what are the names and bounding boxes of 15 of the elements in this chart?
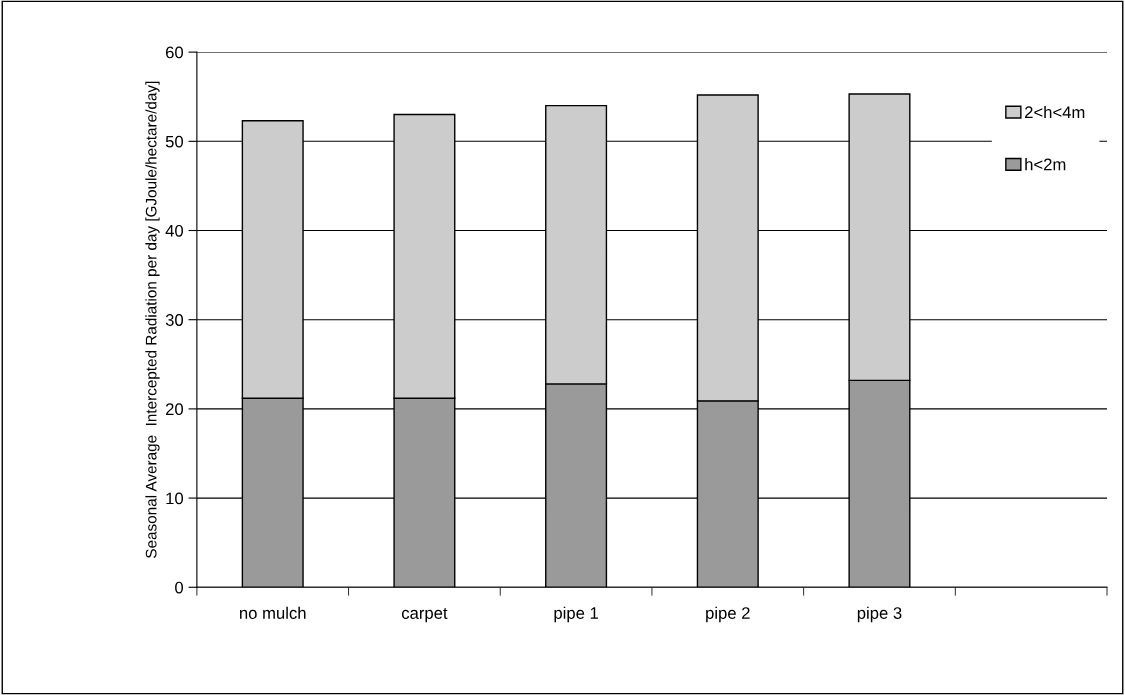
x-tick-label: pipe 3 (857, 606, 902, 623)
y-tick-label: 50 (165, 135, 184, 148)
x-tick-label: pipe 2 (706, 606, 750, 623)
x-tick-label: carpet (401, 608, 448, 623)
y-axis-title: Seasonal Average Intercepted Radiation per day [GJoule/hectare/day] (145, 81, 160, 558)
y-tick-label: 20 (165, 403, 184, 416)
x-tick-label: no mulch (240, 606, 306, 619)
y-tick-label: 30 (165, 314, 184, 326)
x-tick-label: pipe 1 (554, 606, 598, 623)
y-tick-label: 60 (165, 46, 184, 59)
legend-label: h<2m (1025, 158, 1066, 171)
legend-label: 2<h<4m (1025, 105, 1085, 118)
y-tick-label: 10 (166, 492, 184, 505)
y-tick-label: 0 (175, 581, 184, 594)
y-tick-label: 40 (165, 224, 184, 237)
